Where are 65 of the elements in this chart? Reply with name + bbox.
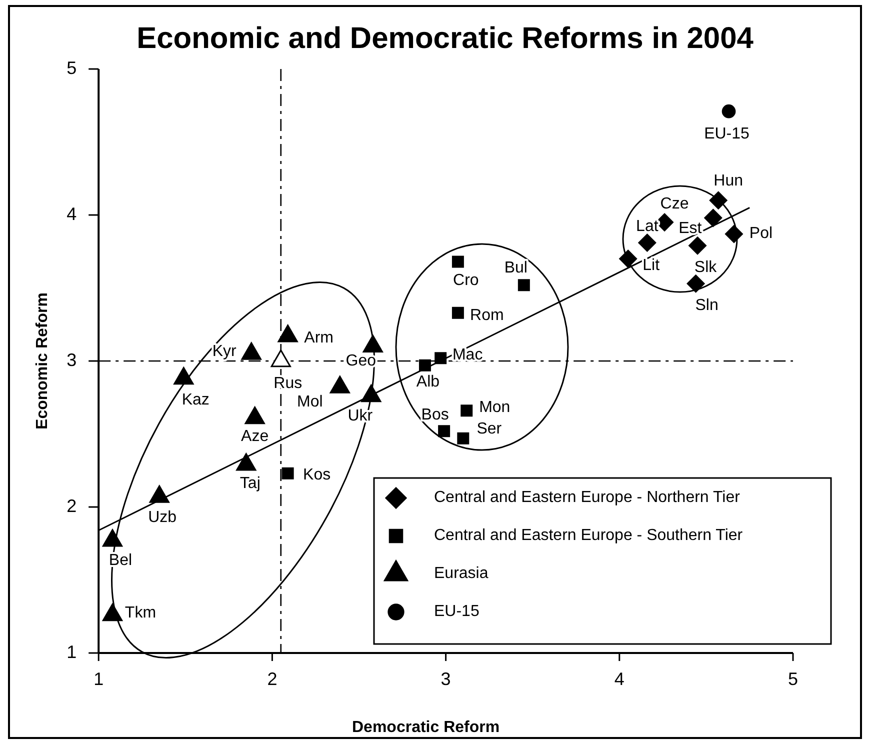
x-tick-label: 2: [267, 669, 278, 689]
y-tick-label: 4: [66, 204, 77, 224]
y-tick-label: 2: [66, 496, 77, 516]
annotation: Bul: [504, 259, 528, 276]
point: [638, 234, 656, 252]
point: [102, 529, 123, 547]
y-axis-title: Economic Reform: [34, 292, 51, 430]
annotation: Mon: [479, 398, 510, 416]
annotation: Arm: [304, 329, 334, 346]
point: [709, 191, 728, 210]
annotation: Uzb: [148, 509, 177, 526]
x-tick-label: 3: [440, 669, 451, 689]
legend-label: Eurasia: [434, 565, 488, 582]
x-tick-label: 4: [614, 669, 624, 689]
point: [722, 104, 736, 118]
point: [725, 225, 743, 243]
annotation: Rom: [470, 307, 504, 324]
annotation: Sln: [695, 296, 718, 314]
y-tick-label: 3: [66, 350, 77, 370]
point: [236, 453, 256, 471]
annotation: Alb: [416, 374, 440, 391]
point: [688, 236, 706, 255]
point: [619, 250, 638, 268]
annotation: Aze: [241, 428, 269, 446]
point: [330, 376, 350, 394]
annotation: Ser: [476, 420, 502, 438]
annotation: Cro: [453, 272, 479, 289]
legend-label: EU-15: [434, 603, 480, 620]
point: [452, 256, 464, 268]
point: [704, 208, 722, 227]
legend-label: Central and Eastern Europe - Northern Tier: [434, 489, 741, 506]
annotation: Cze: [660, 196, 689, 213]
annotation: Est: [678, 220, 702, 238]
legend-label: Central and Eastern Europe - Southern Tier: [434, 527, 744, 544]
point: [686, 274, 705, 293]
annotation: Mol: [297, 394, 323, 411]
annotation: Rus: [274, 375, 302, 392]
annotation: Kaz: [182, 392, 210, 409]
annotation: Kos: [303, 466, 331, 484]
annotation: Pol: [749, 225, 773, 242]
annotation: Lat: [636, 218, 659, 235]
x-axis-title: Democratic Reform: [352, 719, 500, 736]
point: [452, 306, 464, 319]
x-tick-label: 5: [788, 669, 798, 689]
point: [270, 350, 291, 368]
annotation: Kyr: [212, 342, 238, 360]
point: [244, 406, 265, 424]
point: [518, 279, 530, 292]
annotation: Bos: [421, 406, 449, 424]
annotation: Hun: [714, 172, 744, 190]
point: [149, 485, 170, 503]
point: [102, 604, 123, 622]
point: [241, 342, 262, 360]
y-tick-label: 1: [66, 642, 77, 662]
y-tick-label: 5: [66, 58, 77, 78]
annotation: Slk: [694, 258, 718, 276]
annotation: Lit: [642, 257, 660, 274]
annotation: Mac: [452, 346, 483, 364]
x-tick-label: 1: [94, 669, 104, 689]
chart-title: Economic and Democratic Reforms in 2004: [136, 22, 754, 55]
point: [362, 334, 383, 353]
annotation: EU-15: [704, 126, 750, 143]
point: [174, 367, 194, 385]
annotation: Taj: [240, 474, 260, 492]
annotation: Tkm: [124, 604, 156, 622]
